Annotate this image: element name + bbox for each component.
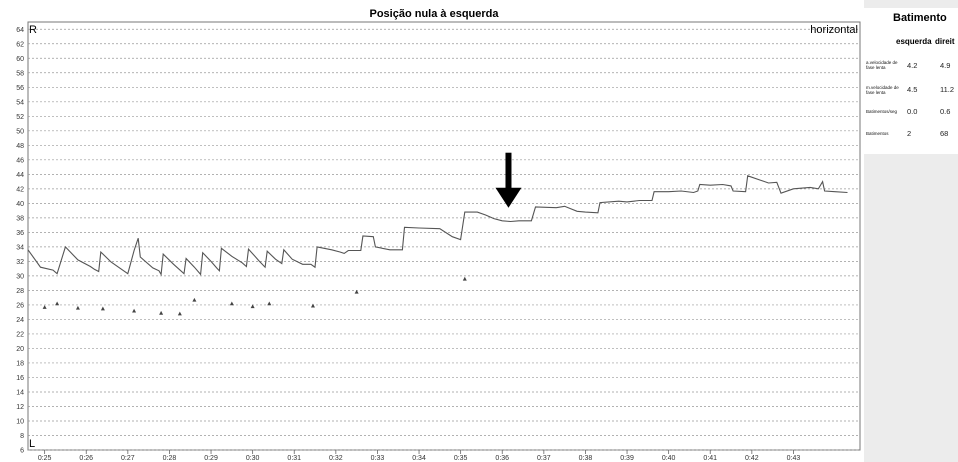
- y-tick-label: 38: [16, 215, 24, 222]
- y-tick-label: 50: [16, 128, 24, 135]
- x-tick-label: 0:43: [787, 455, 801, 462]
- x-tick-label: 0:39: [620, 455, 634, 462]
- y-tick-label: 52: [16, 114, 24, 121]
- corner-label-r: R: [29, 24, 37, 36]
- x-tick-label: 0:26: [79, 455, 93, 462]
- y-tick-label: 48: [16, 143, 24, 150]
- row-value-left: 4.2: [907, 61, 918, 70]
- y-tick-label: 64: [16, 27, 24, 34]
- y-tick-label: 24: [16, 317, 24, 324]
- corner-label-l: L: [29, 438, 35, 450]
- y-tick-label: 18: [16, 360, 24, 367]
- x-tick-label: 0:40: [662, 455, 676, 462]
- x-tick-label: 0:37: [537, 455, 551, 462]
- batimento-card: [864, 8, 958, 154]
- beat-marker: [177, 311, 182, 316]
- x-tick-label: 0:27: [121, 455, 135, 462]
- y-tick-label: 58: [16, 70, 24, 77]
- y-tick-label: 32: [16, 259, 24, 266]
- y-tick-label: 36: [16, 230, 24, 237]
- x-axis: 0:25 0:26 0:27 0:28 0:29 0:30 0:31 0:32 0:33 0:34…: [38, 450, 801, 462]
- y-tick-label: 30: [16, 273, 24, 280]
- row-value-right: 11.2: [940, 85, 955, 94]
- x-tick-label: 0:31: [287, 455, 301, 462]
- y-tick-label: 54: [16, 99, 24, 106]
- grid: [28, 28, 860, 451]
- y-axis: 6 8 10 12 14 16 18 20 22 24 26 28 30 32 34 36 38 40 42 44 46…: [16, 27, 24, 455]
- row-value-right: 4.9: [940, 61, 951, 70]
- row-value-right: 68: [940, 129, 949, 138]
- row-value-left: 2: [907, 129, 912, 138]
- arrow-shaft: [505, 152, 512, 190]
- row-label-avg-slow-phase: a.velocidade de fase lenta: [866, 60, 898, 70]
- x-tick-label: 0:36: [495, 455, 509, 462]
- beat-marker: [100, 306, 105, 311]
- x-tick-label: 0:25: [38, 455, 52, 462]
- annotation-arrow: [495, 152, 522, 208]
- beat-marker: [159, 310, 164, 315]
- y-tick-label: 60: [16, 56, 24, 63]
- batimento-title: Batimento: [893, 12, 947, 24]
- y-tick-label: 26: [16, 302, 24, 309]
- x-tick-label: 0:29: [204, 455, 218, 462]
- markers: [42, 276, 467, 316]
- x-tick-label: 0:30: [246, 455, 260, 462]
- y-tick-label: 22: [16, 331, 24, 338]
- y-tick-label: 44: [16, 172, 24, 179]
- y-tick-label: 20: [16, 346, 24, 353]
- row-value-left: 4.5: [907, 85, 918, 94]
- y-tick-label: 8: [20, 433, 24, 440]
- x-tick-label: 0:32: [329, 455, 343, 462]
- y-tick-label: 46: [16, 157, 24, 164]
- series-line: [27, 175, 848, 277]
- y-tick-label: 10: [16, 418, 24, 425]
- plot-area: [27, 21, 861, 451]
- beat-marker: [75, 305, 80, 310]
- beat-marker: [250, 304, 255, 309]
- row-value-left: 0.0: [907, 107, 918, 116]
- arrow-head: [495, 187, 522, 208]
- row-label-beats: Batimentos: [866, 131, 889, 136]
- chart-title: Posição nula à esquerda: [370, 8, 500, 20]
- y-tick-label: 28: [16, 288, 24, 295]
- beat-marker: [192, 297, 197, 302]
- beat-marker: [132, 308, 137, 313]
- x-tick-label: 0:42: [745, 455, 759, 462]
- beat-marker: [310, 303, 315, 308]
- corner-label-horizontal: horizontal: [810, 24, 858, 36]
- y-tick-label: 16: [16, 375, 24, 382]
- beat-marker: [42, 305, 47, 309]
- beat-marker: [267, 301, 272, 306]
- x-tick-label: 0:38: [579, 455, 593, 462]
- x-tick-label: 0:28: [163, 455, 177, 462]
- beat-marker: [55, 301, 60, 306]
- y-tick-label: 14: [16, 389, 24, 396]
- x-tick-label: 0:35: [454, 455, 468, 462]
- y-tick-label: 6: [20, 448, 24, 455]
- y-tick-label: 42: [16, 186, 24, 193]
- beat-marker: [229, 301, 234, 306]
- row-value-right: 0.6: [940, 107, 951, 116]
- beat-marker: [462, 276, 467, 281]
- column-header-left: esquerda: [896, 37, 932, 46]
- x-tick-label: 0:41: [703, 455, 717, 462]
- beat-marker: [354, 289, 359, 294]
- y-tick-label: 62: [16, 41, 24, 48]
- x-tick-label: 0:34: [412, 455, 426, 462]
- y-tick-label: 40: [16, 201, 24, 208]
- y-tick-label: 34: [16, 244, 24, 251]
- row-label-beats-per-sec: Batimentos/seg: [866, 109, 898, 114]
- column-header-right: direit: [935, 37, 955, 46]
- row-label-max-slow-phase: m.velocidade de fase lenta: [866, 85, 899, 95]
- y-tick-label: 56: [16, 85, 24, 92]
- y-tick-label: 12: [16, 404, 24, 411]
- x-tick-label: 0:33: [371, 455, 385, 462]
